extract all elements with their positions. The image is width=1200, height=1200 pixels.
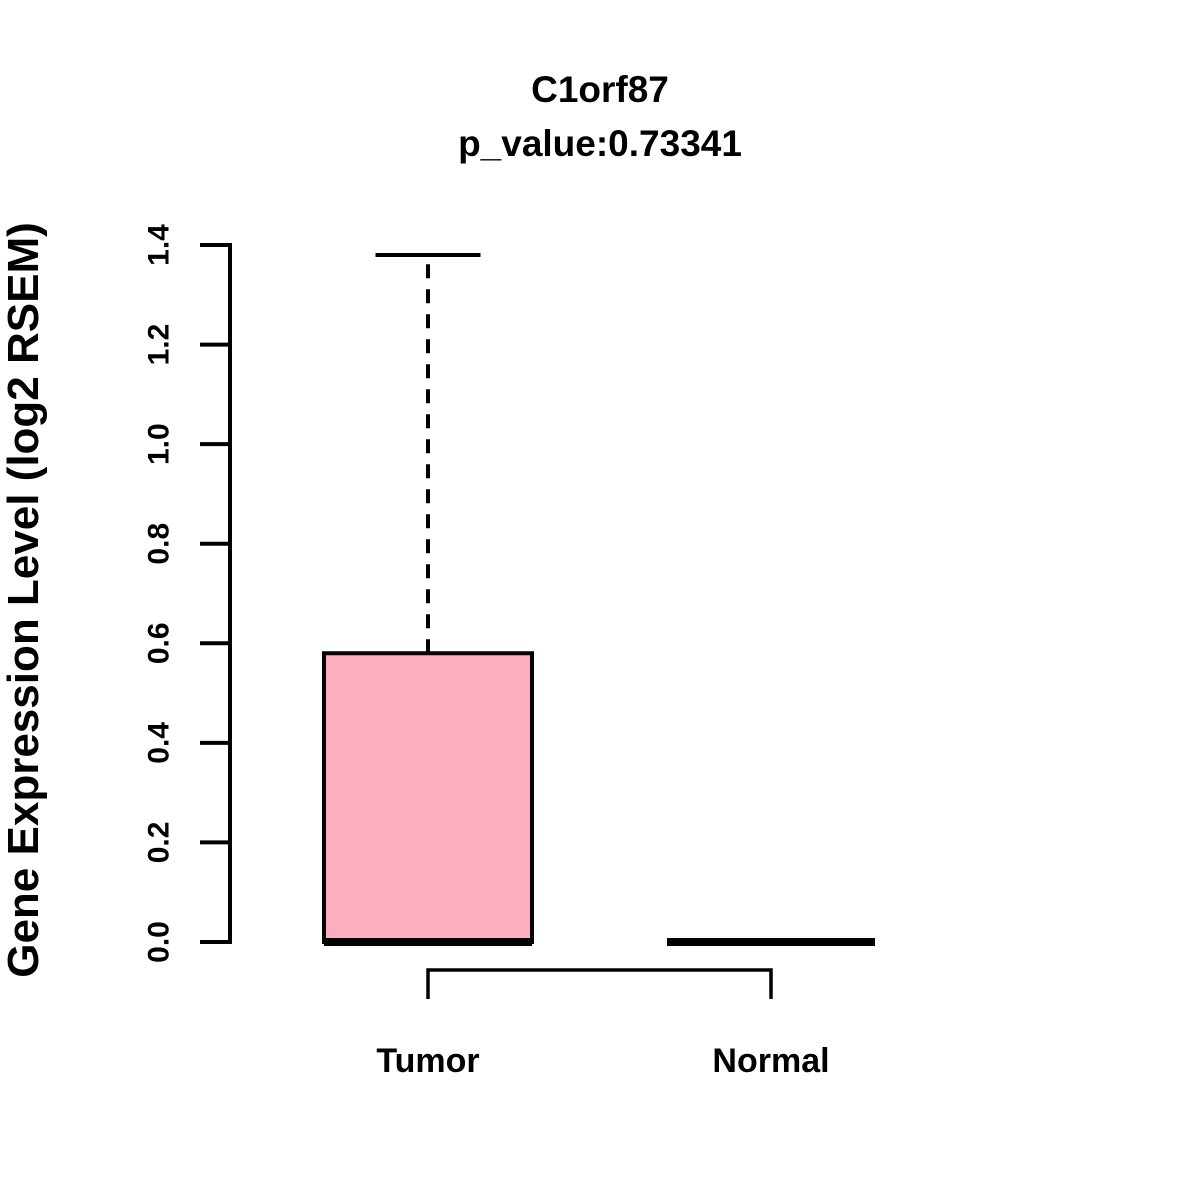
chart-subtitle-pvalue: p_value:0.73341 — [458, 123, 742, 164]
comparison-bracket-group — [426, 968, 773, 999]
y-tick-label: 0.8 — [143, 523, 176, 565]
y-axis-title: Gene Expression Level (log2 RSEM) — [0, 222, 48, 978]
x-axis: Tumor Normal — [376, 1042, 829, 1080]
x-category-label-normal: Normal — [712, 1042, 829, 1080]
comparison-bracket — [426, 968, 773, 999]
y-tick-label: 1.2 — [143, 324, 176, 366]
x-category-label-tumor: Tumor — [376, 1042, 479, 1080]
y-tick-label: 0.0 — [143, 921, 176, 963]
y-tick-label: 1.4 — [143, 224, 176, 266]
chart-title: C1orf87 — [531, 69, 669, 110]
y-tick-label: 0.6 — [143, 622, 176, 664]
y-tick-label: 0.2 — [143, 822, 176, 864]
y-tick-label: 1.0 — [143, 423, 176, 465]
y-axis: 0.0 0.2 0.4 0.6 0.8 1.0 1.2 1.4 — [143, 224, 232, 963]
box-tumor — [322, 651, 534, 944]
boxes — [322, 252, 875, 946]
titles: C1orf87 p_value:0.73341 Gene Expression … — [0, 69, 742, 978]
y-tick-label: 0.4 — [143, 722, 176, 764]
